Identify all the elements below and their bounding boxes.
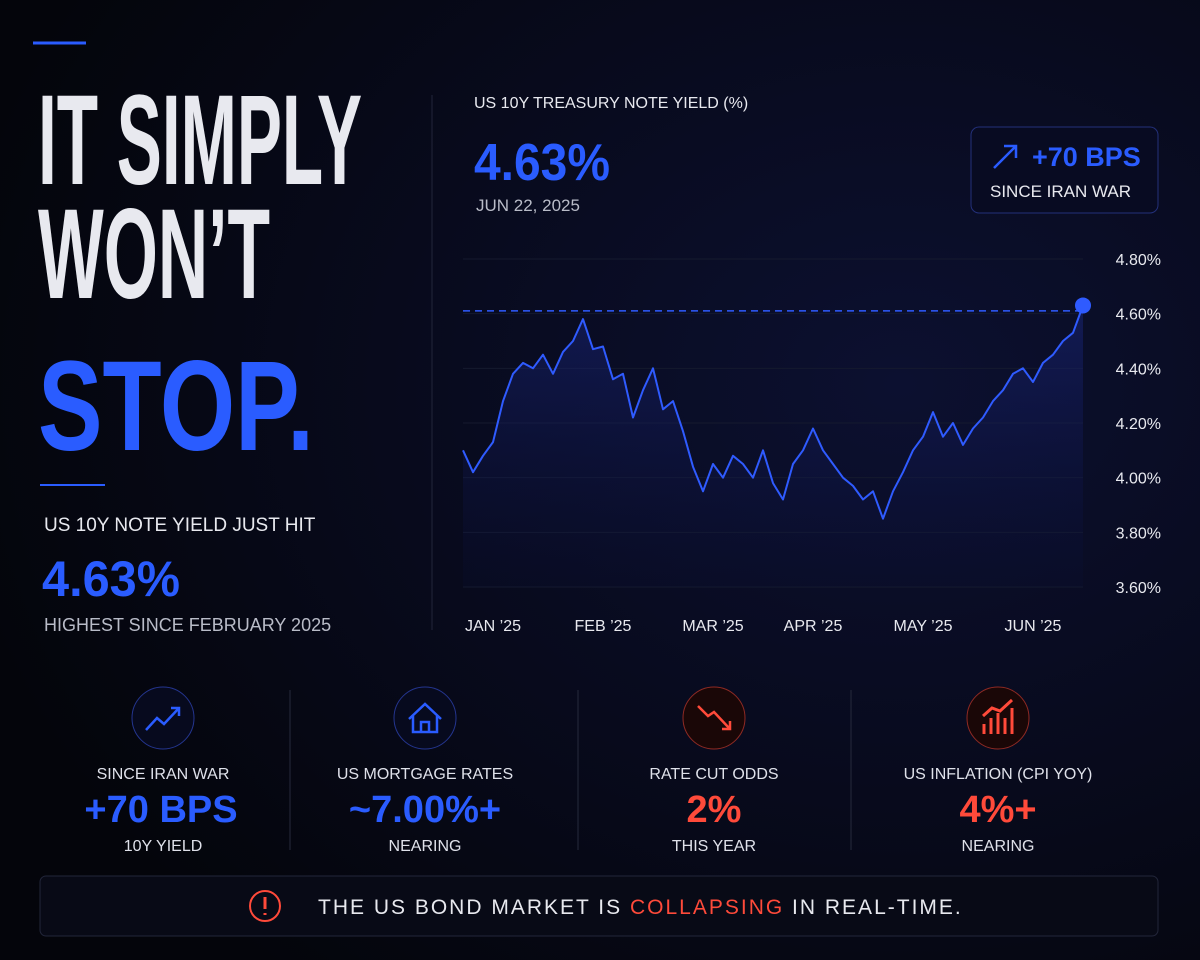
- footer-part: IN REAL-TIME.: [784, 896, 963, 919]
- x-tick-label: JAN ’25: [465, 618, 521, 635]
- icon: [131, 686, 195, 750]
- x-tick-label: MAR ’25: [682, 618, 743, 635]
- stat-sub: NEARING: [389, 838, 462, 855]
- area: [463, 305, 1083, 587]
- icon: [982, 698, 1014, 734]
- stat-sub: 10Y YIELD: [124, 838, 203, 855]
- y-tick-label: 4.00%: [1116, 471, 1161, 488]
- badge: [970, 126, 1159, 214]
- stat-label: US MORTGAGE RATES: [337, 766, 513, 783]
- current-value: 4.63%: [474, 134, 610, 192]
- stat-value: 4%+: [959, 789, 1036, 831]
- y-tick-label: 4.20%: [1116, 416, 1161, 433]
- footer-highlight: COLLAPSING: [630, 896, 784, 919]
- y-tick-label: 3.80%: [1116, 525, 1161, 542]
- stat-value: ~7.00%+: [349, 789, 501, 831]
- arrow-icon: [993, 144, 1018, 169]
- icon: [145, 706, 181, 731]
- stat-label: RATE CUT ODDS: [649, 766, 778, 783]
- stat-sub: NEARING: [962, 838, 1035, 855]
- chart-title: US 10Y TREASURY NOTE YIELD (%): [474, 95, 748, 112]
- alert-icon: [249, 890, 281, 922]
- chart: 3.60% 3.80% 4.00% 4.20% 4.40% 4.60% 4.80% JAN ’…: [462, 252, 1161, 635]
- badge-value: +70 BPS: [1032, 142, 1141, 172]
- y-tick-label: 4.60%: [1116, 307, 1161, 324]
- icon: [682, 686, 746, 750]
- headline: IT SIMPLY: [38, 69, 362, 212]
- stat-value: +70 BPS: [84, 789, 237, 831]
- summary-label: US 10Y NOTE YIELD JUST HIT: [44, 515, 316, 536]
- x-tick-label: FEB ’25: [575, 618, 632, 635]
- x-tick-label: APR ’25: [784, 618, 843, 635]
- stat-label: SINCE IRAN WAR: [97, 766, 230, 783]
- y-tick-label: 4.80%: [1116, 252, 1161, 269]
- badge-label: SINCE IRAN WAR: [990, 182, 1131, 201]
- stat-label: US INFLATION (CPI YOY): [904, 766, 1093, 783]
- summary-value: 4.63%: [42, 551, 180, 607]
- footer-box: [39, 875, 1159, 937]
- x-tick-label: JUN ’25: [1005, 618, 1062, 635]
- stats: SINCE IRAN WAR +70 BPS 10Y YIELD US MORT…: [84, 686, 1093, 855]
- headline: WON’T: [38, 183, 270, 326]
- y-tick-label: 3.60%: [1116, 580, 1161, 597]
- y-tick-label: 4.40%: [1116, 361, 1161, 378]
- x-tick-label: MAY ’25: [894, 618, 953, 635]
- headline: STOP.: [38, 335, 314, 478]
- stat-sub: THIS YEAR: [672, 838, 756, 855]
- icon: [393, 686, 457, 750]
- footer-text: THE US BOND MARKET IS COLLAPSING IN REAL…: [318, 896, 963, 919]
- icon: [697, 705, 732, 731]
- line: [462, 305, 1084, 520]
- current-date: JUN 22, 2025: [476, 196, 580, 215]
- end-point: [1075, 297, 1091, 314]
- stat-value: 2%: [687, 789, 742, 831]
- summary-note: HIGHEST SINCE FEBRUARY 2025: [44, 615, 331, 635]
- icon: [408, 702, 442, 734]
- footer-part: THE US BOND MARKET IS: [318, 896, 630, 919]
